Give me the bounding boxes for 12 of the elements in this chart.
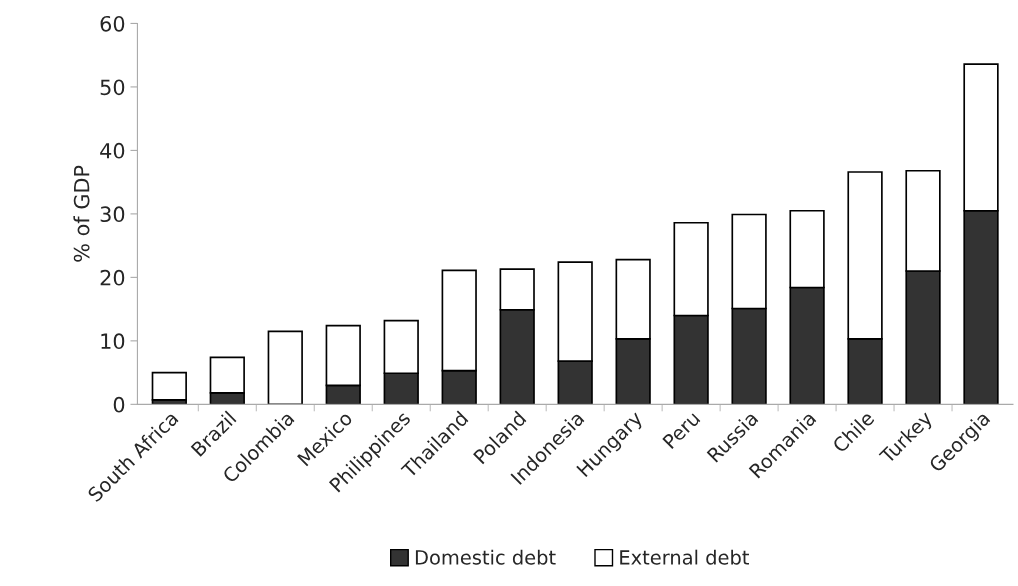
y-tick-label: 40 (100, 142, 125, 159)
legend-label: Domestic debt (415, 549, 556, 565)
y-axis-title: % of GDP (73, 165, 90, 262)
legend-label: External debt (620, 549, 749, 565)
y-tick-label: 10 (101, 333, 125, 350)
bar (267, 330, 303, 405)
bar (151, 371, 187, 401)
y-tick-label: 0 (113, 396, 125, 413)
y-tick-label: 60 (100, 15, 125, 32)
y-tick-label: 20 (100, 269, 125, 286)
y-tick-label: 50 (100, 79, 125, 96)
y-tick-label: 30 (100, 206, 125, 223)
